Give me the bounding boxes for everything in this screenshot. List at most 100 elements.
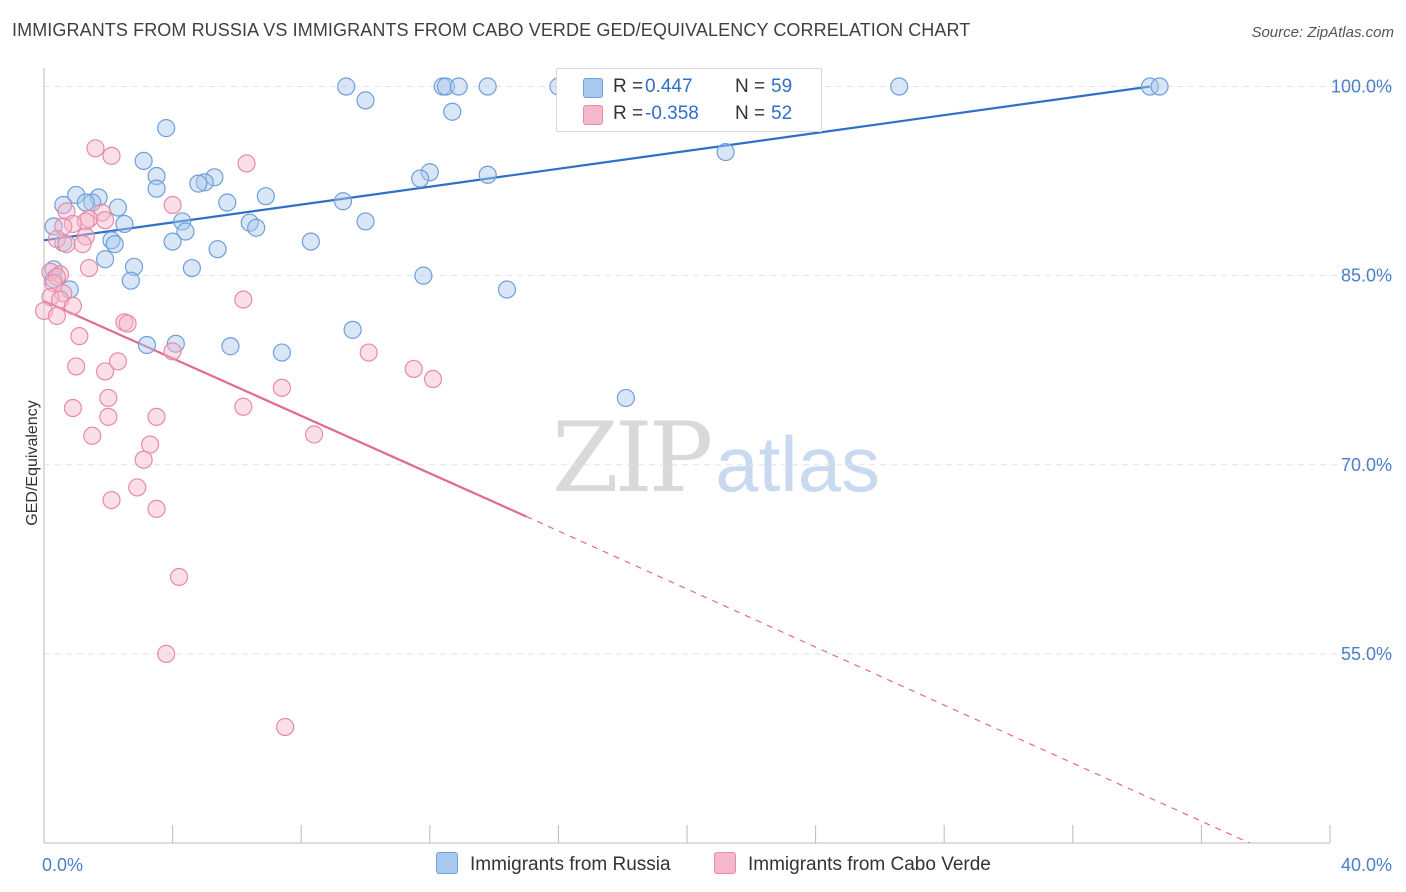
point-cabo-verde xyxy=(79,209,99,229)
point-russia xyxy=(163,232,182,251)
point-cabo-verde xyxy=(63,296,83,315)
point-cabo-verde xyxy=(163,342,182,361)
point-russia xyxy=(124,257,144,276)
point-russia xyxy=(256,187,275,206)
point-russia xyxy=(1140,77,1160,96)
y-axis-label: GED/Equivalency xyxy=(24,400,41,525)
y-tick-label: 55.0% xyxy=(1341,644,1392,664)
point-russia xyxy=(195,173,214,192)
point-russia xyxy=(108,198,128,217)
point-russia xyxy=(121,271,140,290)
legend-label-cabo-verde: Immigrants from Cabo Verde xyxy=(748,854,991,875)
chart-title: IMMIGRANTS FROM RUSSIA VS IMMIGRANTS FRO… xyxy=(12,20,971,40)
point-russia xyxy=(105,235,124,254)
point-russia xyxy=(356,91,375,110)
point-cabo-verde xyxy=(102,490,121,510)
legend-item-russia: Immigrants from Russia xyxy=(436,852,671,876)
point-russia xyxy=(208,240,227,259)
russia-swatch xyxy=(436,852,458,874)
point-russia xyxy=(411,169,430,188)
point-cabo-verde xyxy=(234,397,253,416)
point-cabo-verde xyxy=(304,425,324,444)
watermark-atlas: atlas xyxy=(715,420,880,508)
point-cabo-verde xyxy=(95,211,115,230)
point-cabo-verde xyxy=(276,717,295,737)
point-cabo-verde xyxy=(272,378,292,397)
point-cabo-verde xyxy=(47,229,66,249)
point-cabo-verde xyxy=(359,343,378,362)
point-russia xyxy=(420,163,439,182)
point-russia xyxy=(205,168,224,187)
point-russia xyxy=(134,151,153,171)
russia-swatch xyxy=(583,78,603,98)
legend-label-russia: Immigrants from Russia xyxy=(470,854,671,875)
cabo-verde-swatch xyxy=(714,852,736,874)
r-label: R = xyxy=(613,76,644,97)
point-russia xyxy=(173,212,192,231)
point-russia xyxy=(76,193,95,212)
point-russia xyxy=(356,212,375,231)
point-cabo-verde xyxy=(118,314,137,333)
n-label: N = xyxy=(735,76,766,97)
point-cabo-verde xyxy=(79,258,99,278)
trend-line-extension xyxy=(526,515,1250,844)
point-cabo-verde xyxy=(128,478,147,497)
point-russia xyxy=(247,218,266,237)
r-label: R = xyxy=(613,103,644,124)
x-tick-label: 40.0% xyxy=(1341,855,1392,875)
point-cabo-verde xyxy=(134,450,153,469)
point-russia xyxy=(333,192,353,211)
point-russia xyxy=(890,77,909,96)
point-cabo-verde xyxy=(140,435,160,454)
point-cabo-verde xyxy=(108,352,128,371)
n-value: 59 xyxy=(771,76,793,97)
point-russia xyxy=(95,250,115,269)
point-cabo-verde xyxy=(423,369,443,389)
point-cabo-verde xyxy=(67,357,86,376)
watermark-zip: ZIP xyxy=(552,402,713,514)
point-cabo-verde xyxy=(237,154,256,173)
trend-line-russia xyxy=(43,85,1151,242)
x-tick-label: 0.0% xyxy=(42,855,83,875)
y-tick-label: 85.0% xyxy=(1341,266,1392,286)
point-russia xyxy=(67,185,86,205)
point-cabo-verde xyxy=(57,235,76,254)
watermark: ZIPatlas xyxy=(552,402,880,514)
point-cabo-verde xyxy=(99,388,118,408)
point-russia xyxy=(272,343,292,362)
point-cabo-verde xyxy=(86,139,105,158)
correlation-legend: R = 0.447 N = 59 R = -0.358 N = 52 xyxy=(556,68,822,132)
n-value: 52 xyxy=(771,103,793,124)
point-russia xyxy=(616,388,636,408)
r-value: -0.358 xyxy=(645,103,699,124)
source-label: Source: ZipAtlas.com xyxy=(1251,24,1394,41)
point-russia xyxy=(301,232,320,251)
point-russia xyxy=(443,102,462,121)
y-tick-label: 70.0% xyxy=(1341,455,1392,475)
point-cabo-verde xyxy=(83,426,102,445)
point-russia xyxy=(218,193,237,212)
point-russia xyxy=(414,266,433,285)
point-russia xyxy=(478,165,497,184)
point-cabo-verde xyxy=(147,407,166,426)
point-cabo-verde xyxy=(73,235,92,254)
trend-line-cabo-verde xyxy=(43,299,527,518)
point-russia xyxy=(337,77,356,96)
point-russia xyxy=(1150,77,1169,96)
point-russia xyxy=(449,77,468,96)
axes xyxy=(43,68,1331,844)
point-cabo-verde xyxy=(70,327,89,346)
point-russia xyxy=(147,166,166,186)
point-russia xyxy=(221,337,240,356)
y-tick-label: 100.0% xyxy=(1331,77,1392,97)
point-russia xyxy=(147,179,166,198)
point-cabo-verde xyxy=(147,499,166,518)
point-russia xyxy=(182,258,201,278)
tick-labels: 55.0% 70.0% 85.0% 100.0% 0.0% 40.0% xyxy=(42,77,1392,875)
point-russia xyxy=(436,77,455,96)
point-russia xyxy=(343,320,362,339)
point-cabo-verde xyxy=(102,146,121,165)
n-label: N = xyxy=(735,103,766,124)
point-cabo-verde xyxy=(63,398,83,418)
